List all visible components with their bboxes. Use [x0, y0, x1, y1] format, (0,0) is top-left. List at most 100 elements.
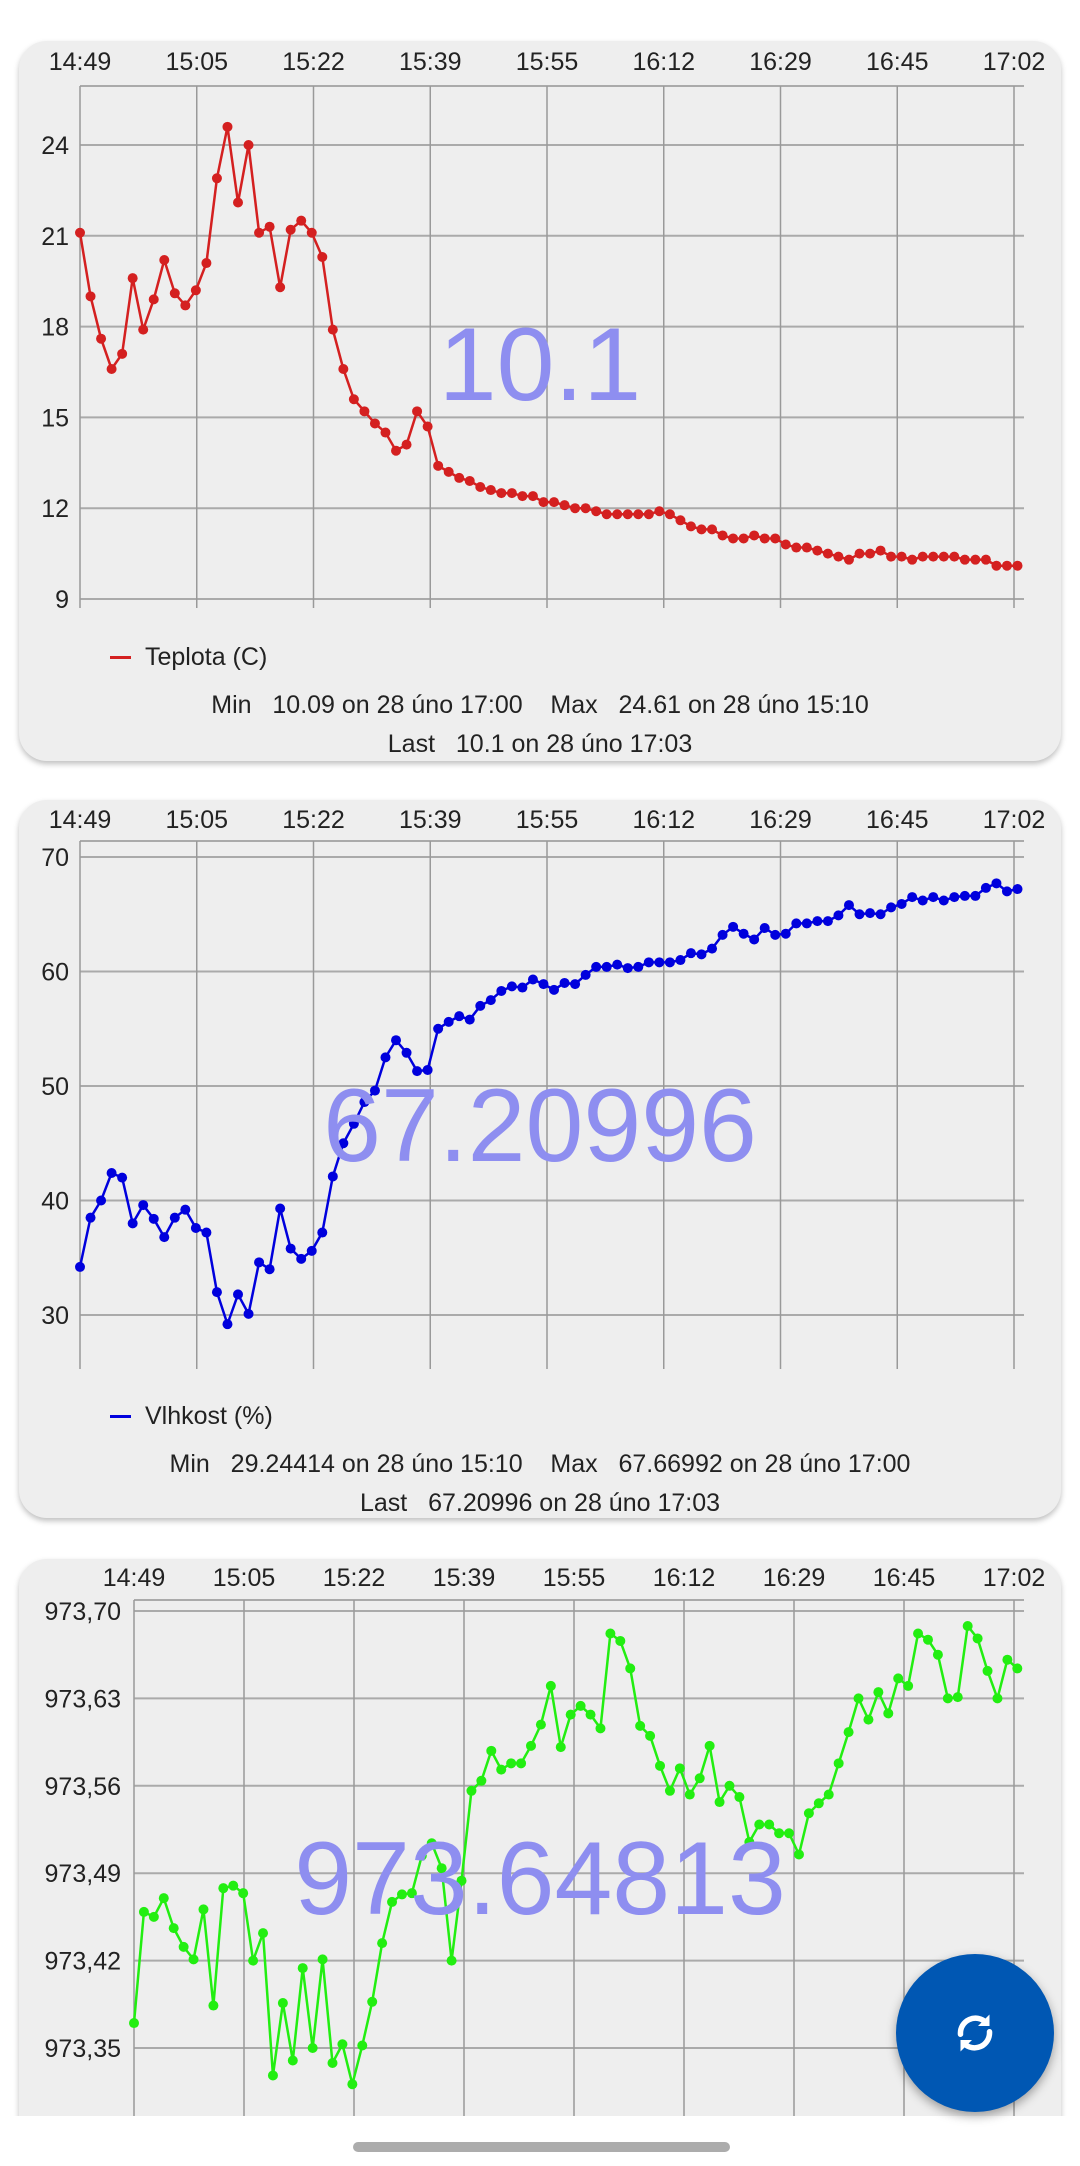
x-tick-label: 16:29	[763, 1564, 826, 1592]
humidity-data-point	[148, 1213, 159, 1224]
x-tick-label: 14:49	[103, 1564, 166, 1592]
x-tick-label: 14:49	[49, 48, 112, 76]
pressure-data-point	[863, 1714, 874, 1725]
y-tick-label: 973,63	[45, 1685, 121, 1713]
pressure-data-point	[248, 1955, 259, 1966]
humidity-data-point	[380, 1052, 391, 1063]
temperature-data-point	[1001, 560, 1012, 571]
temperature-data-point	[633, 509, 644, 520]
x-tick-label: 15:39	[399, 806, 462, 834]
temperature-data-point	[938, 551, 949, 562]
pressure-data-point	[883, 1708, 894, 1719]
temperature-data-point	[791, 542, 802, 553]
humidity-data-point	[886, 902, 897, 913]
temperature-data-point	[401, 439, 412, 450]
temperature-data-point	[980, 554, 991, 565]
temperature-data-point	[833, 551, 844, 562]
temperature-data-point	[443, 466, 454, 477]
pressure-data-point	[188, 1954, 199, 1965]
humidity-data-point	[138, 1200, 149, 1211]
temperature-data-point	[685, 521, 696, 532]
x-tick-label: 16:29	[749, 806, 812, 834]
temperature-data-point	[549, 497, 560, 508]
temperature-data-point	[391, 445, 402, 456]
humidity-data-point	[201, 1227, 212, 1238]
pressure-series-line	[132, 1622, 1019, 2085]
x-tick-label: 15:39	[433, 1564, 496, 1592]
pressure-data-point	[793, 1849, 804, 1860]
humidity-data-point	[570, 979, 581, 990]
pressure-data-point	[605, 1628, 616, 1639]
temperature-data-point	[749, 530, 760, 541]
humidity-data-point	[475, 1000, 486, 1011]
temperature-data-point	[359, 406, 370, 417]
humidity-data-point	[822, 916, 833, 927]
legend-label: Teplota (C)	[145, 643, 268, 671]
min-label: Min	[211, 691, 252, 719]
humidity-data-point	[422, 1064, 433, 1075]
humidity-chart[interactable]: 30 40 50 60 70 14:49 15:05 15:22 15:39 15:55 16:12…	[19, 800, 1061, 1518]
humidity-data-point	[970, 890, 981, 901]
y-tick-label: 12	[41, 495, 69, 523]
humidity-data-point	[306, 1245, 317, 1256]
humidity-data-point	[359, 1097, 370, 1108]
pressure-chart-card: 973,35 973,42 973,49 973,56 973,63 973,70 14:4…	[19, 1559, 1061, 2159]
pressure-data-point	[525, 1740, 536, 1751]
temperature-data-point	[696, 524, 707, 535]
temperature-data-point	[190, 285, 201, 296]
pressure-data-point	[456, 1875, 467, 1886]
x-tick-label: 14:49	[49, 806, 112, 834]
pressure-data-point	[198, 1904, 209, 1915]
y-tick-label: 15	[41, 404, 69, 432]
temperature-data-point	[675, 515, 686, 526]
temperature-data-point	[517, 491, 528, 502]
pressure-data-point	[833, 1758, 844, 1769]
humidity-data-point	[791, 918, 802, 929]
x-tick-label: 17:02	[983, 1564, 1046, 1592]
pressure-chart[interactable]: 973,35 973,42 973,49 973,56 973,63 973,70 14:4…	[19, 1559, 1061, 2159]
pressure-data-point	[258, 1928, 269, 1939]
temperature-data-point	[559, 500, 570, 511]
min-value: 10.09 on 28 úno 17:00	[272, 691, 523, 719]
pressure-data-point	[148, 1911, 159, 1922]
refresh-button[interactable]	[896, 1954, 1054, 2112]
pressure-data-point	[774, 1828, 785, 1839]
humidity-data-point	[527, 974, 538, 985]
pressure-data-point	[158, 1893, 169, 1904]
humidity-data-point	[938, 895, 949, 906]
temperature-data-point	[970, 554, 981, 565]
temperature-data-point	[117, 348, 128, 359]
y-tick-label: 973,49	[45, 1860, 121, 1888]
max-label: Max	[550, 1450, 598, 1478]
humidity-data-point	[707, 943, 718, 954]
humidity-data-point	[622, 963, 633, 974]
y-tick-label: 70	[41, 844, 69, 872]
y-tick-label: 973,56	[45, 1773, 121, 1801]
pressure-data-point	[942, 1693, 953, 1704]
humidity-data-point	[285, 1243, 296, 1254]
temperature-data-point	[612, 509, 623, 520]
y-tick-label: 18	[41, 314, 69, 342]
humidity-data-point	[843, 900, 854, 911]
humidity-data-point	[675, 955, 686, 966]
pressure-data-point	[287, 2055, 298, 2066]
pressure-data-point	[317, 1954, 328, 1965]
pressure-data-point	[238, 1888, 249, 1899]
humidity-data-point	[980, 882, 991, 893]
humidity-data-point	[506, 981, 517, 992]
temperature-data-point	[506, 488, 517, 499]
pressure-data-point	[853, 1693, 864, 1704]
pressure-data-point	[913, 1628, 924, 1639]
y-tick-label: 24	[41, 132, 69, 160]
pressure-data-point	[952, 1692, 963, 1703]
home-indicator[interactable]	[353, 2142, 730, 2152]
temperature-data-point	[369, 418, 380, 429]
pressure-data-point	[704, 1740, 715, 1751]
temperature-chart[interactable]: 9 12 15 18 21 24 14:49 15:05 15:22 15:39 15:55 16:1…	[19, 41, 1061, 761]
y-tick-label: 30	[41, 1302, 69, 1330]
temperature-data-point	[865, 548, 876, 559]
max-label: Max	[550, 691, 598, 719]
humidity-data-point	[85, 1212, 96, 1223]
humidity-data-point	[348, 1118, 359, 1129]
humidity-data-point	[454, 1011, 465, 1022]
